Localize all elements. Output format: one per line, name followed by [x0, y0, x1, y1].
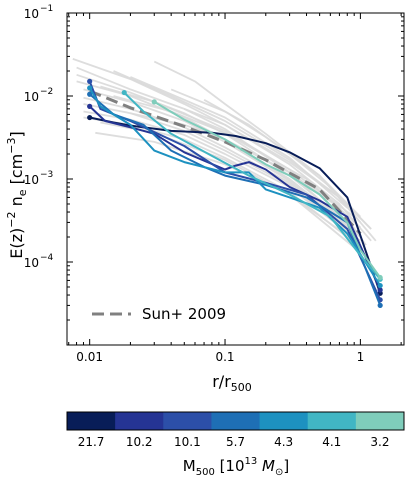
- series-end-point-10.2: [377, 287, 383, 293]
- y-tick-exponent: −1: [40, 4, 53, 14]
- reference-profile-line: [89, 89, 362, 235]
- series-line-4.3: [88, 87, 382, 287]
- y-tick-label: 10: [24, 256, 39, 270]
- reference-profile: [89, 89, 362, 235]
- background-profile-line: [95, 131, 361, 246]
- colorbar-tick-label: 21.7: [78, 435, 105, 449]
- legend: Sun+ 2009: [92, 305, 226, 323]
- series-start-point-4.1: [121, 89, 127, 96]
- series-start-point-4.3: [87, 85, 93, 91]
- colorbar-tick-label: 4.1: [322, 435, 341, 449]
- y-tick-label: 10: [24, 173, 39, 187]
- series-start-point-21.7: [87, 114, 93, 121]
- colorbar-frame: [66, 411, 405, 431]
- series-end-point-4.3: [377, 282, 383, 289]
- y-tick-exponent: −3: [40, 170, 53, 180]
- colorbar-bin-4.3: [259, 412, 309, 430]
- series-end-point-3.2: [377, 274, 383, 281]
- series-line-5.7: [89, 93, 382, 306]
- series-start-point-10.2: [87, 103, 93, 109]
- colorbar: 21.7 10.2 10.1 5.7 4.3 4.1 3.2: [66, 411, 405, 449]
- series-start-point-3.2: [151, 99, 157, 105]
- colorbar-bin-10.1: [163, 412, 212, 430]
- colorbar-bin-21.7: [67, 412, 116, 430]
- series-start-point-5.7: [87, 91, 93, 97]
- background-profiles: [72, 58, 377, 254]
- colorbar-bin-4.1: [307, 412, 357, 430]
- x-axis-label: r/r500: [212, 372, 252, 394]
- colorbar-label: M500 [1013 M⊙]: [183, 456, 289, 478]
- series-start-point-10.1: [87, 78, 93, 84]
- colorbar-tick-label: 4.3: [274, 435, 293, 449]
- series-end-point-5.7: [377, 302, 383, 308]
- series-line-3.2: [153, 101, 382, 279]
- colorbar-bin-10.2: [115, 412, 164, 430]
- y-axis-label: E(z)−2 ne [cm−3]: [5, 131, 29, 258]
- y-tick-label: 10: [24, 90, 39, 104]
- x-tick-label: 0.1: [215, 350, 234, 364]
- y-tick-label: 10: [24, 7, 39, 21]
- series-line-4.1: [123, 91, 381, 280]
- legend-label: Sun+ 2009: [142, 305, 226, 323]
- background-profile-line: [203, 99, 372, 230]
- y-tick-exponent: −4: [40, 253, 54, 263]
- colorbar-tick-label: 10.2: [126, 435, 153, 449]
- y-tick-exponent: −2: [40, 87, 53, 97]
- colorbar-tick-label: 3.2: [370, 435, 389, 449]
- colorbar-bin-3.2: [355, 412, 405, 430]
- series-line-21.7: [89, 116, 382, 294]
- plot-axes: 0.01 0.1 110−410−310−210−1: [24, 4, 405, 364]
- cluster-profiles: [87, 78, 383, 308]
- colorbar-tick-label: 10.1: [174, 435, 201, 449]
- colorbar-tick-label: 5.7: [226, 435, 245, 449]
- x-tick-label: 0.01: [76, 350, 103, 364]
- series-line-10.2: [89, 105, 382, 291]
- background-profile-line: [83, 103, 361, 242]
- colorbar-bin-5.7: [211, 412, 261, 430]
- x-tick-label: 1: [357, 350, 365, 364]
- background-profile-line: [130, 76, 348, 209]
